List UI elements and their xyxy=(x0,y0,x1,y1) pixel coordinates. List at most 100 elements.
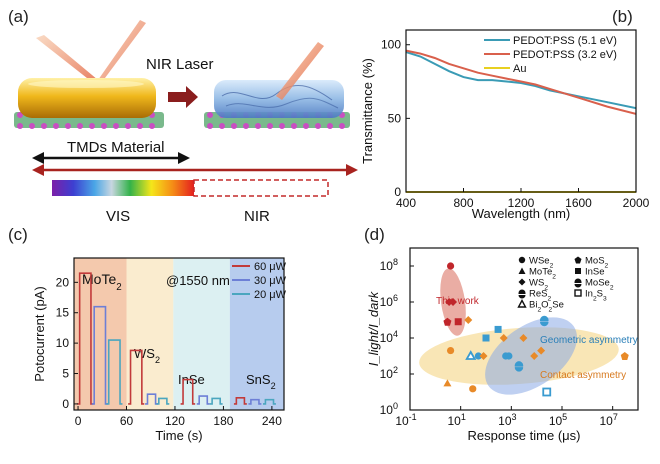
vis-label: VIS xyxy=(106,208,130,225)
x-tick-label: 60 xyxy=(120,414,134,428)
x-tick-label: 180 xyxy=(213,414,233,428)
y-tick-label: 102 xyxy=(380,365,398,381)
data-point-23 xyxy=(620,352,629,360)
data-point-18 xyxy=(519,334,528,342)
wavelength-annotation: @1550 nm xyxy=(166,273,230,288)
plot-frame xyxy=(409,247,639,411)
data-point-8 xyxy=(465,350,477,360)
legend-entry-4: WS2 xyxy=(529,278,548,292)
legend-entry-2: Au xyxy=(513,63,526,75)
legend-marker-6 xyxy=(518,289,526,299)
panel-d-benchmark-chart: (d)10-1 101 103 105 107100102104106108Respon… xyxy=(364,225,639,443)
data-point-7 xyxy=(464,316,473,324)
legend-marker-1 xyxy=(574,256,582,264)
data-point-9 xyxy=(474,352,482,360)
pulse-s0-p0 xyxy=(77,272,94,405)
region-band-sns2 xyxy=(229,258,284,410)
x-axis-label: Time (s) xyxy=(155,428,202,443)
panel-b-transmittance-chart: (b) 400 800 1200 1600 2000 0 50 100 Wavelength (n… xyxy=(360,7,650,221)
region-band-mote2 xyxy=(74,258,127,410)
laser-beam-pedot xyxy=(276,42,324,100)
laser-beams-gold xyxy=(36,20,146,82)
pulse-s1-p1 xyxy=(145,393,158,405)
y-axis-label: Transmittance (%) xyxy=(360,58,375,164)
x-tick-exponent: 3 xyxy=(512,412,517,422)
transition-arrow xyxy=(168,86,198,108)
data-point-12 xyxy=(482,334,490,342)
legend-entry-2: MoTe2 xyxy=(529,267,556,281)
data-point-5 xyxy=(443,379,452,387)
y-tick-exponent: 6 xyxy=(393,293,398,303)
gold-electrode-device xyxy=(14,78,164,129)
data-point-6 xyxy=(446,346,455,355)
data-point-3 xyxy=(443,317,452,326)
y-tick-exponent: 0 xyxy=(393,401,398,411)
data-point-15 xyxy=(505,352,513,360)
legend-entry-1: 30 μW xyxy=(254,275,287,287)
pulse-s1-p0 xyxy=(91,305,108,405)
visible-spectrum-bar xyxy=(52,180,194,196)
y-tick-exponent: 8 xyxy=(393,257,398,267)
nir-laser-label: NIR Laser xyxy=(146,56,214,73)
y-tick-label: 106 xyxy=(380,293,398,309)
x-tick-label: 1600 xyxy=(565,196,592,210)
tmds-range-arrow xyxy=(32,152,190,164)
y-tick-label: 100 xyxy=(381,38,401,52)
x-tick-exponent: -1 xyxy=(409,412,417,422)
data-point-2 xyxy=(449,298,458,306)
panel-d-label: (d) xyxy=(364,225,385,244)
pulse-s0-p2 xyxy=(180,378,196,405)
pulse-s2-p0 xyxy=(106,339,123,405)
nir-label: NIR xyxy=(244,208,270,225)
data-point-21 xyxy=(542,387,552,397)
x-tick-label: 400 xyxy=(396,196,416,210)
y-tick-label: 108 xyxy=(380,257,398,273)
full-range-arrow xyxy=(32,164,358,176)
data-point-13 xyxy=(494,325,502,333)
pulse-s1-p2 xyxy=(196,395,210,405)
data-point-10 xyxy=(479,352,488,360)
contact-asymmetry-label: Contact asymmetry xyxy=(540,370,626,381)
x-axis-label: Response time (μs) xyxy=(468,428,581,443)
legend-marker-2 xyxy=(518,267,526,274)
pulse-s0-p1 xyxy=(128,349,145,405)
x-tick-label: 0 xyxy=(75,414,82,428)
x-tick-label: 101 xyxy=(447,412,465,428)
data-point-17 xyxy=(514,361,524,372)
data-point-11 xyxy=(469,385,477,393)
x-tick-exponent: 1 xyxy=(461,412,466,422)
panel-a-label: (a) xyxy=(8,7,29,26)
legend-marker-8 xyxy=(517,299,527,308)
y-tick-exponent: 2 xyxy=(393,365,398,375)
this-work-label: This work xyxy=(436,296,480,307)
y-axis-label: I_light/I_dark xyxy=(366,290,381,366)
x-tick-label: 105 xyxy=(549,412,567,428)
pedot-electrode-device xyxy=(204,42,350,129)
y-tick-label: 0 xyxy=(62,397,69,411)
legend-entry-2: 20 μW xyxy=(254,289,287,301)
y-tick-label: 5 xyxy=(62,367,69,381)
y-tick-label: 0 xyxy=(394,185,401,199)
y-tick-label: 10 xyxy=(56,336,70,350)
pulse-s2-p2 xyxy=(209,397,223,405)
x-tick-label: 107 xyxy=(599,412,617,428)
legend-marker-5 xyxy=(574,278,582,288)
pulse-s1-p3 xyxy=(248,398,262,405)
y-tick-label: 15 xyxy=(56,306,70,320)
y-axis-label: Potocurrent (pA) xyxy=(32,286,47,381)
legend-entry-3: InSe xyxy=(585,267,605,278)
x-tick-label: 240 xyxy=(262,414,282,428)
x-tick-label: 2000 xyxy=(623,196,650,210)
pulse-s2-p1 xyxy=(156,397,170,405)
plot-frame xyxy=(73,257,285,411)
data-point-22 xyxy=(537,346,546,355)
series-line-1 xyxy=(405,49,637,115)
tmds-material-label: TMDs Material xyxy=(67,139,165,156)
legend-entry-0: PEDOT:PSS (5.1 eV) xyxy=(513,35,617,47)
x-tick-label: 103 xyxy=(498,412,516,428)
legend-marker-4 xyxy=(518,278,526,286)
data-point-16 xyxy=(499,334,508,342)
geometric-asymmetry-label: Geometric asymmetry xyxy=(540,335,638,346)
